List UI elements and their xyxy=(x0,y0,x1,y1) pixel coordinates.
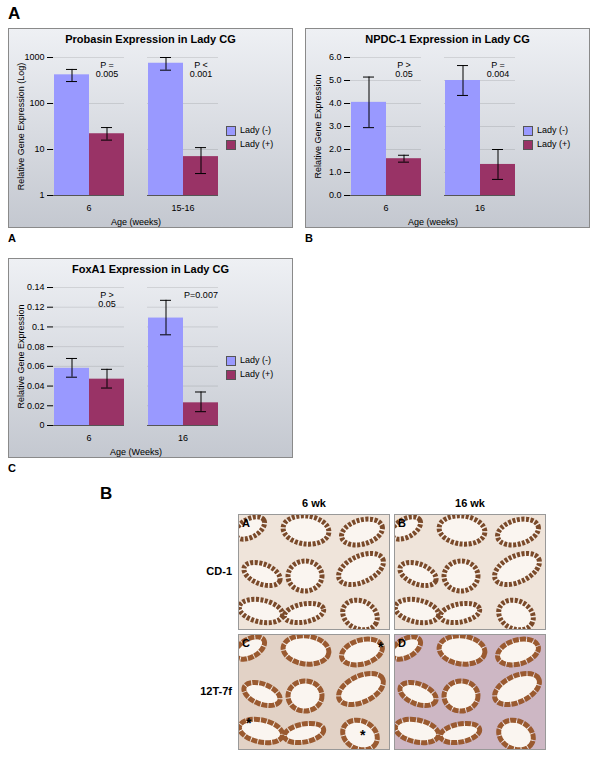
html-text:Lady (+): Lady (+) xyxy=(240,369,274,379)
html-text:A: A xyxy=(8,232,16,244)
svg-text:P =0.004: P =0.004 xyxy=(487,60,510,79)
svg-text:0.12: 0.12 xyxy=(27,302,45,312)
html-text:6 wk: 6 wk xyxy=(302,497,326,509)
svg-text:1: 1 xyxy=(39,190,44,200)
svg-text:C: C xyxy=(242,637,250,649)
html-text:CD-1: CD-1 xyxy=(206,565,232,577)
html-text:Probasin Expression in Lady CG: Probasin Expression in Lady CG xyxy=(65,33,236,45)
svg-text:0.1: 0.1 xyxy=(32,322,45,332)
svg-text:2.0: 2.0 xyxy=(329,144,342,154)
svg-text:16: 16 xyxy=(475,203,485,213)
html-text:NPDC-1 Expression in Lady CG: NPDC-1 Expression in Lady CG xyxy=(365,33,530,45)
html-text:B: B xyxy=(100,484,113,503)
svg-text:100: 100 xyxy=(29,98,44,108)
svg-text:3.0: 3.0 xyxy=(329,121,342,131)
svg-text:A: A xyxy=(242,517,250,529)
svg-text:*: * xyxy=(246,715,252,731)
svg-text:Relative Gene Expression: Relative Gene Expression xyxy=(313,74,323,178)
html-text:C: C xyxy=(8,462,16,474)
svg-text:0.04: 0.04 xyxy=(27,381,45,391)
html-text:Lady (+): Lady (+) xyxy=(537,139,571,149)
svg-text:Relative Gene Expression (Log): Relative Gene Expression (Log) xyxy=(16,63,26,191)
svg-text:10: 10 xyxy=(34,144,44,154)
svg-text:*: * xyxy=(360,727,366,743)
svg-text:6: 6 xyxy=(86,203,91,213)
svg-text:0.08: 0.08 xyxy=(27,342,45,352)
html-text:FoxA1 Expression in Lady CG: FoxA1 Expression in Lady CG xyxy=(72,263,229,275)
html-text:Lady (+): Lady (+) xyxy=(240,139,274,149)
html-text:16 wk: 16 wk xyxy=(455,497,485,509)
svg-text:0.02: 0.02 xyxy=(27,401,45,411)
html-text:Lady (-): Lady (-) xyxy=(537,125,568,135)
html-text:12T-7f: 12T-7f xyxy=(200,685,232,697)
svg-text:0: 0 xyxy=(39,420,44,430)
svg-text:*: * xyxy=(378,639,384,655)
html-text:Lady (-): Lady (-) xyxy=(240,355,271,365)
svg-text:P >0.05: P >0.05 xyxy=(395,60,413,79)
svg-text:6: 6 xyxy=(383,203,388,213)
svg-text:1000: 1000 xyxy=(24,52,44,62)
svg-text:Age (weeks): Age (weeks) xyxy=(111,217,161,227)
svg-text:6.0: 6.0 xyxy=(329,52,342,62)
svg-text:0.0: 0.0 xyxy=(329,190,342,200)
svg-text:6: 6 xyxy=(86,433,91,443)
svg-text:16: 16 xyxy=(178,433,188,443)
svg-text:Age (weeks): Age (weeks) xyxy=(408,217,458,227)
svg-text:0.14: 0.14 xyxy=(27,282,45,292)
svg-text:P =0.005: P =0.005 xyxy=(96,60,119,79)
svg-text:B: B xyxy=(398,517,406,529)
svg-text:D: D xyxy=(398,637,406,649)
svg-text:4.0: 4.0 xyxy=(329,98,342,108)
html-text:Lady (-): Lady (-) xyxy=(240,125,271,135)
html-text:B: B xyxy=(305,232,313,244)
svg-text:15-16: 15-16 xyxy=(171,203,194,213)
svg-text:P=0.007: P=0.007 xyxy=(184,290,218,300)
svg-text:5.0: 5.0 xyxy=(329,75,342,85)
svg-text:Relative Gene Expression: Relative Gene Expression xyxy=(16,304,26,408)
svg-text:0.06: 0.06 xyxy=(27,361,45,371)
svg-text:P >0.05: P >0.05 xyxy=(98,290,116,309)
html-text:A: A xyxy=(8,4,21,23)
svg-text:P <0.001: P <0.001 xyxy=(190,60,213,79)
svg-text:1.0: 1.0 xyxy=(329,167,342,177)
svg-text:Age (Weeks): Age (Weeks) xyxy=(110,447,162,457)
